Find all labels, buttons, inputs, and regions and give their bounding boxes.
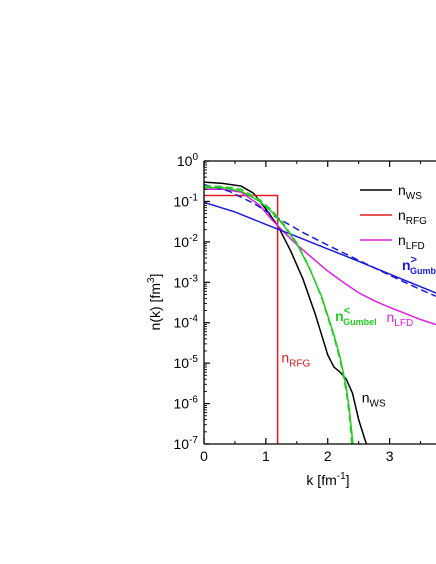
- y-tick-label: 10-3: [174, 273, 199, 290]
- ann-gumbel-gt: n>Gumbel: [402, 254, 436, 276]
- y-tick-label: 10-6: [174, 395, 199, 412]
- legend-label: nRFG: [398, 207, 427, 227]
- series-line-lfd: [204, 188, 436, 326]
- plot-area: [204, 181, 436, 444]
- x-tick-label: 3: [386, 448, 394, 464]
- y-axis-label: n(k) [fm3]: [146, 274, 163, 331]
- ann-gumbel-lt: n< Gumbel: [335, 305, 377, 327]
- legend-label: nLFD: [398, 232, 425, 252]
- y-tick-label: 10-4: [174, 314, 199, 331]
- y-tick-label: 10-7: [174, 435, 199, 452]
- x-axis-label: k [fm-1]: [306, 471, 349, 488]
- series-line-ws: [204, 181, 368, 444]
- series-line-rfg: [204, 194, 279, 444]
- series-line-gumbel_gt_dashed: [204, 183, 436, 297]
- legend-label: nWS: [398, 182, 422, 202]
- curve-annotations: n>Gumbel nLFD n<Gumbel nRFG nWS: [281, 254, 436, 410]
- series-line-gumbel_lt_dashed: [204, 185, 353, 444]
- axis-titles: k [fm-1] n(k) [fm3]: [146, 274, 350, 488]
- y-tick-label: 10-2: [174, 233, 199, 250]
- x-tick-label: 1: [262, 448, 270, 464]
- x-tick-label: 2: [324, 448, 332, 464]
- x-tick-label: 0: [200, 448, 208, 464]
- legend: nWS nRFG nLFD: [360, 182, 427, 252]
- y-tick-label: 100: [177, 152, 199, 169]
- ann-rfg: nRFG: [281, 349, 310, 369]
- ann-ws: nWS: [362, 390, 386, 410]
- y-tick-label: 10-1: [174, 192, 199, 209]
- axes: 0 1 2 3 100 10-1 10-2 10-3 10-4 10-5 10-6 10-7: [174, 152, 436, 464]
- series-line-gumbel_gt: [204, 201, 436, 294]
- y-tick-label: 10-5: [174, 354, 199, 371]
- ann-lfd: nLFD: [387, 309, 414, 329]
